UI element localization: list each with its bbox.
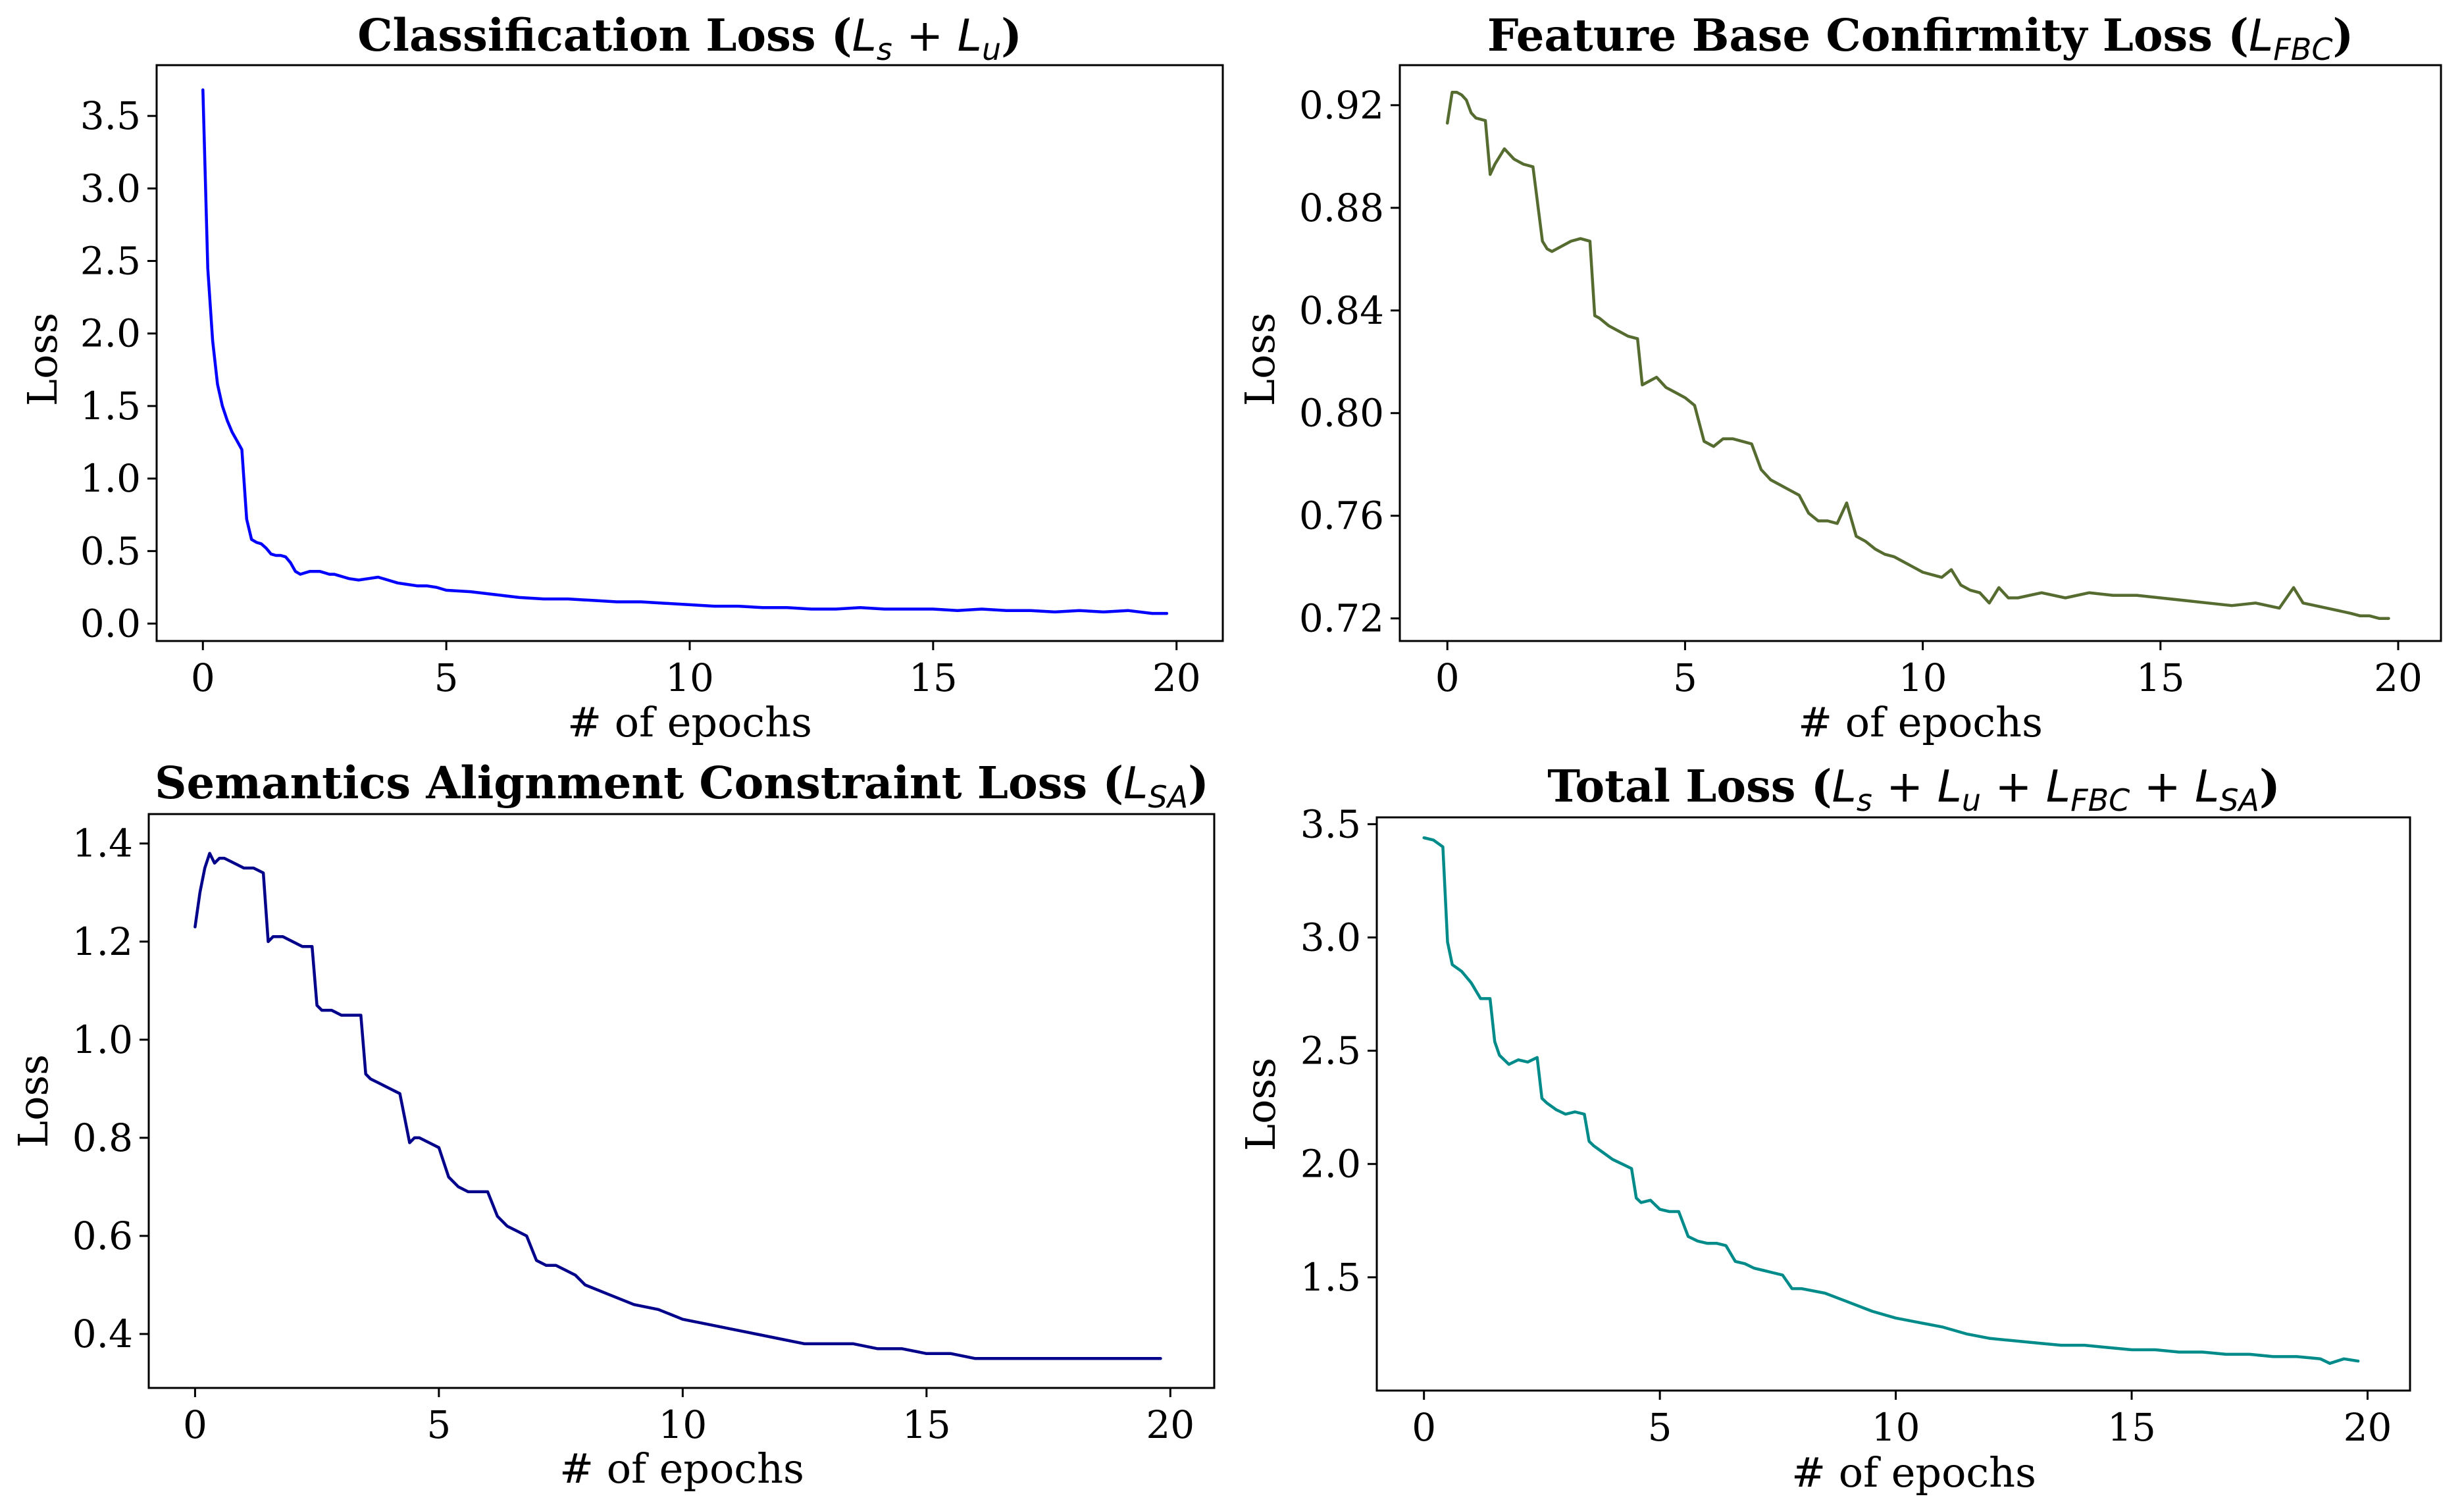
x-tick-label: 10 xyxy=(1872,1405,1920,1450)
title-prefix: Total Loss ( xyxy=(1547,760,1832,812)
y-tick-label: 2.5 xyxy=(80,239,141,284)
chart-title: Semantics Alignment Constraint Loss (LSA… xyxy=(155,757,1209,815)
y-tick-label: 0.76 xyxy=(1299,494,1384,538)
y-tick-label: 0.80 xyxy=(1299,391,1384,436)
plot-frame xyxy=(1399,64,2442,642)
title-subscript: u xyxy=(1962,782,1981,818)
y-tick-label: 1.5 xyxy=(80,384,141,428)
chart-total-loss: Total Loss (Ls + Lu + LFBC + LSA) # of e… xyxy=(1237,760,2411,1497)
y-tick-label: 3.5 xyxy=(80,93,141,138)
x-tick-label: 20 xyxy=(2344,1405,2392,1450)
title-subscript: FBC xyxy=(2070,782,2130,818)
x-tick-label: 5 xyxy=(1673,655,1697,700)
x-axis-label: # of epochs xyxy=(567,698,812,746)
y-tick-label: 3.5 xyxy=(1300,802,1361,846)
plot-frame xyxy=(147,813,1216,1389)
plot-frame xyxy=(1375,816,2411,1392)
y-tick-label: 0.8 xyxy=(72,1115,133,1160)
x-tick-label: 0 xyxy=(183,1402,207,1447)
chart-title: Total Loss (Ls + Lu + LFBC + LSA) xyxy=(1547,760,2280,818)
title-operator: + xyxy=(1872,761,1938,812)
title-term-L: L xyxy=(958,10,982,61)
x-tick-label: 20 xyxy=(1152,655,1201,700)
title-prefix: Semantics Alignment Constraint Loss ( xyxy=(155,757,1123,809)
title-term-L: L xyxy=(2046,761,2070,812)
title-subscript: s xyxy=(877,32,892,67)
title-suffix: ) xyxy=(2259,760,2280,812)
title-operator: + xyxy=(2130,761,2195,812)
x-tick-label: 10 xyxy=(665,655,714,700)
x-tick-label: 5 xyxy=(426,1402,451,1447)
chart-semantics-alignment-constraint-loss: Semantics Alignment Constraint Loss (LSA… xyxy=(9,757,1216,1493)
chart-classification-loss: Classification Loss (Ls + Lu) # of epoch… xyxy=(18,9,1224,746)
x-axis-label: # of epochs xyxy=(1791,1448,2036,1497)
y-tick-label: 1.0 xyxy=(72,1017,133,1062)
y-tick-label: 2.5 xyxy=(1300,1029,1361,1073)
title-term-L: L xyxy=(1938,761,1962,812)
x-tick-label: 5 xyxy=(434,655,459,700)
x-tick-label: 15 xyxy=(2107,1405,2156,1450)
series-line xyxy=(1445,91,2390,620)
title-term-L: L xyxy=(1123,757,1148,809)
title-term-L: L xyxy=(2195,761,2219,812)
series-line xyxy=(193,852,1162,1360)
y-tick-label: 0.4 xyxy=(72,1312,133,1356)
series-line xyxy=(201,88,1169,615)
y-tick-label: 2.0 xyxy=(80,311,141,356)
y-tick-label: 1.0 xyxy=(80,456,141,501)
y-axis-label: Loss xyxy=(1236,313,1284,406)
title-suffix: ) xyxy=(2332,9,2353,61)
title-term-L: L xyxy=(852,10,877,61)
x-tick-label: 5 xyxy=(1648,1405,1672,1450)
y-tick-label: 3.0 xyxy=(80,166,141,211)
x-tick-label: 15 xyxy=(909,655,958,700)
title-operator: + xyxy=(892,10,958,61)
title-subscript: s xyxy=(1857,782,1872,818)
x-tick-label: 0 xyxy=(1412,1405,1436,1450)
y-axis-label: Loss xyxy=(1237,1058,1285,1151)
y-tick-label: 1.4 xyxy=(72,821,133,866)
x-tick-label: 10 xyxy=(658,1402,707,1447)
title-term-L: L xyxy=(1832,761,1857,812)
title-prefix: Classification Loss ( xyxy=(357,9,852,61)
y-tick-label: 1.5 xyxy=(1300,1255,1361,1300)
x-tick-label: 0 xyxy=(1435,655,1460,700)
y-tick-label: 0.6 xyxy=(72,1214,133,1258)
title-operator: + xyxy=(1981,761,2046,812)
y-tick-label: 3.0 xyxy=(1300,915,1361,960)
title-subscript: SA xyxy=(1148,779,1189,815)
y-tick-label: 2.0 xyxy=(1300,1142,1361,1187)
y-tick-label: 0.0 xyxy=(80,602,141,646)
title-subscript: SA xyxy=(2219,782,2259,818)
title-term-L: L xyxy=(2249,10,2273,61)
title-subscript: FBC xyxy=(2273,32,2332,67)
x-axis-label: # of epochs xyxy=(559,1445,804,1493)
x-tick-label: 20 xyxy=(1146,1402,1194,1447)
y-axis-label: Loss xyxy=(18,313,66,406)
y-tick-label: 0.72 xyxy=(1299,596,1384,641)
chart-feature-base-confirmity-loss: Feature Base Confirmity Loss (LFBC) # of… xyxy=(1236,9,2442,746)
x-axis-label: # of epochs xyxy=(1798,698,2043,746)
title-subscript: u xyxy=(982,32,1001,67)
x-tick-label: 15 xyxy=(902,1402,951,1447)
series-line xyxy=(1422,836,2360,1365)
y-tick-label: 0.5 xyxy=(80,528,141,573)
y-tick-label: 0.88 xyxy=(1299,186,1384,230)
x-tick-label: 0 xyxy=(191,655,215,700)
chart-title: Feature Base Confirmity Loss (LFBC) xyxy=(1487,9,2353,67)
title-suffix: ) xyxy=(1188,757,1209,809)
chart-title: Classification Loss (Ls + Lu) xyxy=(357,9,1022,67)
y-tick-label: 0.92 xyxy=(1299,83,1384,128)
x-tick-label: 20 xyxy=(2374,655,2423,700)
y-axis-label: Loss xyxy=(9,1054,57,1148)
x-tick-label: 15 xyxy=(2136,655,2185,700)
y-tick-label: 1.2 xyxy=(72,919,133,964)
x-tick-label: 10 xyxy=(1899,655,1947,700)
title-suffix: ) xyxy=(1001,9,1022,61)
title-prefix: Feature Base Confirmity Loss ( xyxy=(1487,9,2249,61)
y-tick-label: 0.84 xyxy=(1299,288,1384,333)
